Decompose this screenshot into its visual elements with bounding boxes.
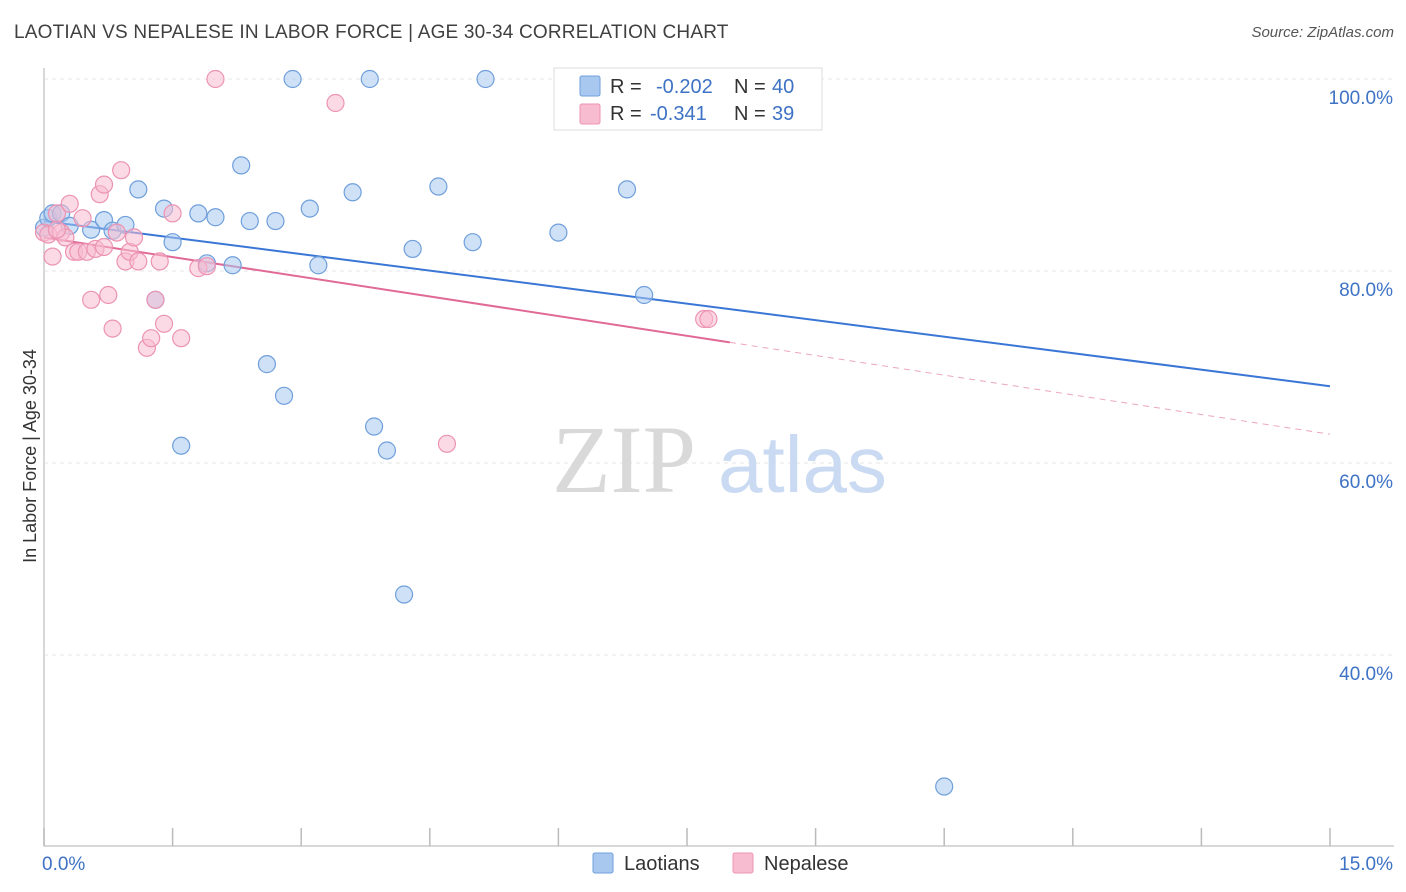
point-nepalese-27	[150, 252, 169, 271]
trend-line-extension-nepalese	[729, 341, 1331, 435]
correlation-legend: R = -0.202 N = 40 R = -0.341 N = 39	[553, 67, 823, 131]
point-nepalese-18	[107, 223, 126, 242]
legend-n-value-nepalese: 39	[772, 103, 794, 125]
legend-r-label-laotians: R =	[610, 76, 642, 98]
y-tick-label-0: 100.0%	[1329, 88, 1394, 109]
watermark-zip: ZIP	[552, 406, 696, 513]
point-nepalese-14	[94, 175, 114, 194]
point-laotians-9	[129, 180, 148, 199]
point-nepalese-32	[197, 257, 216, 276]
point-nepalese-15	[94, 237, 114, 257]
zipatlas-watermark: ZIP atlas	[552, 406, 887, 513]
point-laotians-39	[935, 777, 954, 796]
point-nepalese-6	[60, 194, 79, 213]
point-laotians-32	[429, 177, 448, 196]
series-legend: Laotians Nepalese	[592, 852, 849, 875]
point-laotians-29	[377, 441, 397, 460]
point-laotians-14	[189, 204, 208, 223]
watermark-atlas: atlas	[718, 420, 887, 509]
point-laotians-21	[266, 211, 285, 231]
legend-n-label-nepalese: N =	[734, 103, 766, 125]
series-legend-swatch-nepalese	[732, 852, 754, 874]
x-tick-label-min: 0.0%	[42, 854, 85, 875]
point-nepalese-34	[326, 93, 345, 113]
data-points	[34, 69, 954, 796]
point-nepalese-28	[154, 314, 174, 333]
trend-lines	[43, 220, 1331, 435]
point-nepalese-33	[206, 69, 225, 89]
legend-r-value-nepalese: -0.341	[650, 103, 707, 125]
y-tick-labels: 100.0% 80.0% 60.0% 40.0%	[1329, 88, 1394, 685]
point-laotians-24	[300, 199, 319, 218]
point-nepalese-26	[146, 290, 165, 309]
point-laotians-36	[617, 180, 637, 199]
legend-swatch-nepalese	[579, 103, 601, 125]
trend-line-nepalese	[43, 236, 731, 344]
legend-r-value-laotians: -0.202	[656, 76, 713, 98]
x-tick-marks	[43, 828, 1331, 846]
point-nepalese-23	[129, 252, 148, 271]
point-laotians-31	[403, 239, 422, 259]
point-laotians-17	[223, 256, 242, 275]
point-nepalese-35	[437, 434, 457, 453]
point-nepalese-38	[47, 220, 66, 239]
point-nepalese-30	[172, 329, 191, 348]
y-tick-label-3: 40.0%	[1339, 664, 1393, 685]
point-laotians-12	[163, 233, 182, 252]
y-tick-label-2: 60.0%	[1339, 472, 1393, 493]
point-nepalese-22	[124, 228, 144, 247]
point-nepalese-16	[99, 285, 118, 305]
y-axis-label: In Labor Force | Age 30-34	[20, 349, 40, 563]
series-legend-label-nepalese: Nepalese	[764, 853, 849, 875]
point-laotians-19	[240, 211, 259, 231]
point-laotians-26	[343, 183, 362, 202]
point-laotians-20	[257, 355, 277, 374]
point-laotians-23	[283, 69, 302, 89]
point-nepalese-11	[82, 290, 101, 309]
point-nepalese-19	[112, 161, 131, 180]
point-laotians-25	[309, 256, 328, 275]
point-laotians-35	[549, 223, 568, 242]
trend-line-laotians	[43, 220, 1331, 388]
x-tick-labels: 0.0% 15.0%	[42, 854, 1393, 875]
series-legend-label-laotians: Laotians	[624, 853, 700, 875]
point-laotians-30	[394, 585, 414, 604]
point-laotians-22	[274, 386, 294, 405]
chart-source: Source: ZipAtlas.com	[1251, 24, 1394, 41]
point-laotians-34	[476, 69, 495, 89]
point-nepalese-37	[699, 309, 718, 329]
point-nepalese-17	[103, 319, 122, 338]
legend-n-value-laotians: 40	[772, 76, 794, 98]
point-laotians-16	[206, 208, 225, 227]
chart-title: LAOTIAN VS NEPALESE IN LABOR FORCE | AGE…	[14, 22, 729, 43]
axes	[43, 68, 1394, 847]
legend-swatch-laotians	[579, 75, 601, 97]
point-nepalese-25	[142, 329, 161, 348]
x-tick-label-max: 15.0%	[1339, 854, 1393, 875]
point-laotians-18	[232, 156, 251, 175]
point-laotians-13	[172, 436, 191, 455]
legend-r-label-nepalese: R =	[610, 103, 642, 125]
point-laotians-27	[360, 69, 379, 89]
legend-n-label-laotians: N =	[734, 76, 766, 98]
point-laotians-37	[635, 285, 654, 305]
point-nepalese-29	[163, 204, 182, 223]
point-laotians-33	[463, 233, 482, 252]
point-nepalese-9	[73, 209, 92, 228]
point-laotians-28	[364, 417, 384, 436]
y-tick-label-1: 80.0%	[1339, 280, 1393, 301]
series-legend-swatch-laotians	[592, 852, 614, 874]
point-nepalese-2	[43, 247, 62, 266]
